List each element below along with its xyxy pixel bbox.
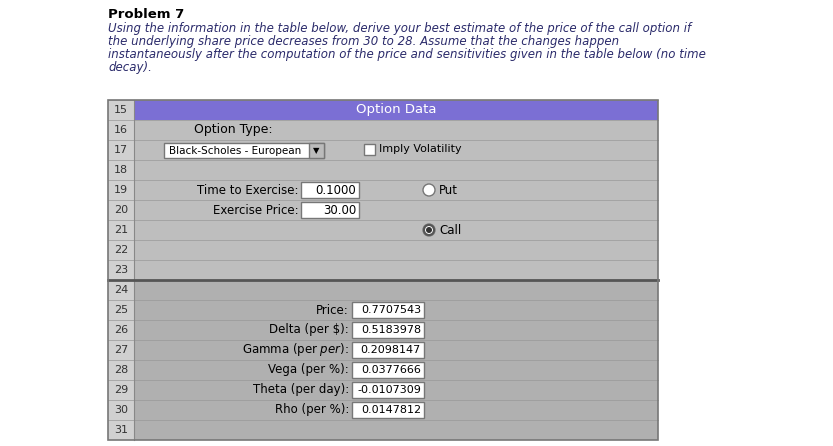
Bar [134, 280, 658, 300]
Text: 27: 27 [114, 345, 128, 355]
Text: 29: 29 [114, 385, 128, 395]
Bar [108, 240, 134, 260]
Bar [108, 160, 134, 180]
Text: 22: 22 [114, 245, 128, 255]
Bar [352, 402, 424, 418]
Text: 26: 26 [114, 325, 128, 335]
Bar [352, 362, 424, 378]
Bar [108, 420, 134, 440]
Bar [108, 400, 134, 420]
Text: 18: 18 [114, 165, 128, 175]
Text: Call: Call [439, 223, 461, 236]
Text: Theta (per day):: Theta (per day): [252, 384, 349, 396]
Text: 0.2098147: 0.2098147 [361, 345, 421, 355]
Text: 30: 30 [114, 405, 128, 415]
Text: 23: 23 [114, 265, 128, 275]
Bar [108, 360, 134, 380]
Bar [134, 420, 658, 440]
Bar [108, 140, 134, 160]
Bar [134, 200, 658, 220]
Text: 24: 24 [114, 285, 128, 295]
Text: 25: 25 [114, 305, 128, 315]
Bar [134, 140, 658, 160]
Text: Exercise Price:: Exercise Price: [213, 203, 299, 216]
Bar [352, 322, 424, 338]
Bar [134, 300, 658, 320]
Bar [108, 120, 134, 140]
Text: Black-Scholes - European: Black-Scholes - European [169, 145, 302, 156]
Text: 20: 20 [114, 205, 128, 215]
Circle shape [423, 184, 435, 196]
Text: Imply Volatility: Imply Volatility [379, 145, 461, 154]
Bar [164, 143, 324, 158]
Bar [134, 160, 658, 180]
Text: Gamma (per $ per $):: Gamma (per $ per $): [242, 342, 349, 359]
Bar [134, 380, 658, 400]
Text: 21: 21 [114, 225, 128, 235]
Bar [134, 340, 658, 360]
Bar [108, 180, 134, 200]
Bar [309, 143, 324, 158]
Text: Option Data: Option Data [356, 103, 436, 116]
Text: -0.0107309: -0.0107309 [357, 385, 421, 395]
Text: Problem 7: Problem 7 [108, 8, 184, 21]
Bar [134, 220, 658, 240]
Text: 0.7707543: 0.7707543 [361, 305, 421, 315]
Bar [108, 300, 134, 320]
Bar [108, 260, 134, 280]
Bar [108, 340, 134, 360]
Bar [134, 400, 658, 420]
Text: 17: 17 [114, 145, 128, 155]
Bar [364, 144, 375, 155]
Text: 16: 16 [114, 125, 128, 135]
Bar [134, 360, 658, 380]
Text: Rho (per %):: Rho (per %): [275, 404, 349, 417]
Text: 0.0377666: 0.0377666 [362, 365, 421, 375]
Text: 0.0147812: 0.0147812 [361, 405, 421, 415]
Text: instantaneously after the computation of the price and sensitivities given in th: instantaneously after the computation of… [108, 48, 706, 61]
Bar [352, 342, 424, 358]
Text: 15: 15 [114, 105, 128, 115]
Bar [108, 100, 658, 440]
Text: Using the information in the table below, derive your best estimate of the price: Using the information in the table below… [108, 22, 691, 35]
Text: Delta (per $):: Delta (per $): [269, 323, 349, 336]
Text: 0.1000: 0.1000 [315, 183, 356, 197]
Bar [108, 200, 134, 220]
Text: the underlying share price decreases from 30 to 28. Assume that the changes happ: the underlying share price decreases fro… [108, 35, 619, 48]
Text: Time to Exercise:: Time to Exercise: [197, 183, 299, 197]
Bar [134, 180, 658, 200]
Circle shape [423, 224, 435, 236]
Text: 19: 19 [114, 185, 128, 195]
Bar [352, 302, 424, 318]
Text: Option Type:: Option Type: [194, 124, 272, 136]
Text: Put: Put [439, 183, 458, 197]
Text: 31: 31 [114, 425, 128, 435]
Bar [108, 320, 134, 340]
Bar [134, 260, 658, 280]
Bar [301, 182, 359, 198]
Text: 28: 28 [114, 365, 128, 375]
Text: ▼: ▼ [313, 146, 320, 155]
Bar [108, 220, 134, 240]
Text: 30.00: 30.00 [322, 203, 356, 216]
Bar [134, 320, 658, 340]
Bar [134, 100, 658, 120]
Circle shape [426, 227, 432, 233]
Bar [108, 280, 134, 300]
Bar [108, 100, 134, 120]
Text: decay).: decay). [108, 61, 152, 74]
Text: Vega (per %):: Vega (per %): [268, 363, 349, 376]
Text: Price:: Price: [317, 303, 349, 317]
Bar [301, 202, 359, 218]
Bar [108, 380, 134, 400]
Bar [352, 382, 424, 398]
Bar [134, 120, 658, 140]
Bar [134, 240, 658, 260]
Text: 0.5183978: 0.5183978 [361, 325, 421, 335]
